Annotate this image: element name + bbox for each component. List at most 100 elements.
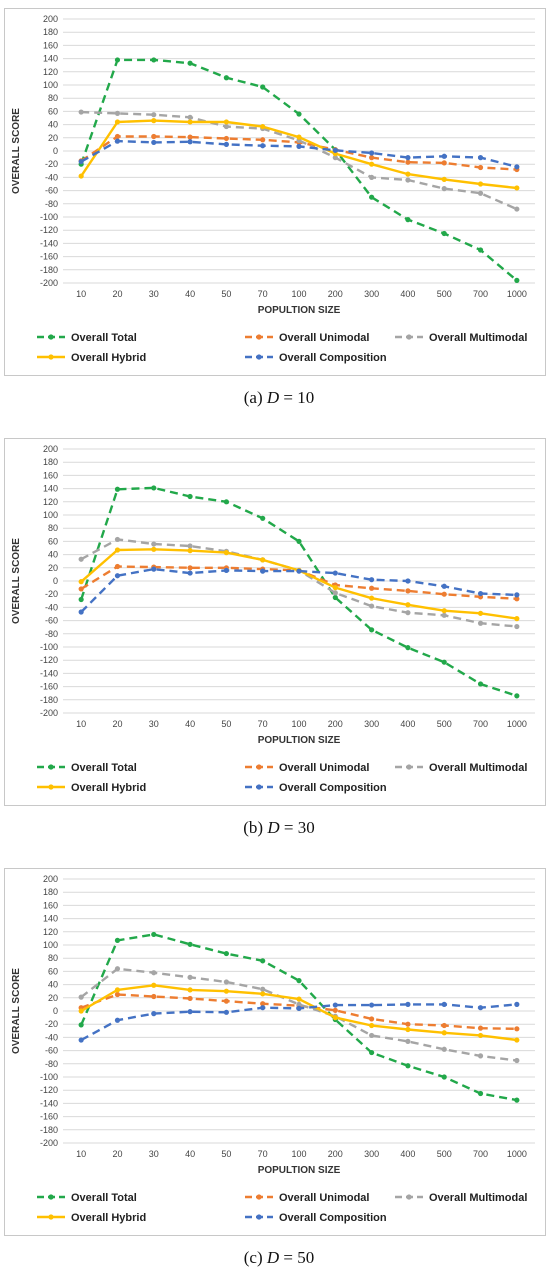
data-point (260, 958, 266, 964)
data-point (187, 119, 193, 125)
chart-caption: (a) D = 10 (4, 388, 550, 408)
y-tick-label: -200 (40, 278, 58, 288)
data-point (78, 1022, 84, 1028)
data-point (441, 591, 447, 597)
series-line (81, 110, 518, 211)
y-tick-labels: -200-180-160-140-120-100-80-60-40-200204… (40, 444, 58, 718)
data-point (223, 123, 229, 130)
chart-caption: (c) D = 50 (4, 1248, 550, 1268)
legend-swatch-marker (256, 1194, 262, 1200)
data-point (151, 541, 157, 547)
y-tick-label: -120 (40, 1085, 58, 1095)
y-tick-label: -60 (45, 1046, 58, 1056)
data-point (332, 570, 338, 576)
y-tick-label: 140 (43, 914, 58, 924)
data-point (260, 137, 266, 143)
data-point (477, 610, 484, 616)
legend: Overall Total Overall Unimodal Overall Mul… (37, 332, 527, 364)
gridlines (63, 448, 535, 714)
data-point (332, 594, 338, 601)
x-tick-label: 200 (328, 1149, 343, 1159)
x-tick-label: 1000 (507, 289, 527, 299)
data-point (477, 1090, 484, 1097)
data-point (405, 602, 411, 608)
legend-label: Overall Multimodal (429, 1192, 527, 1204)
data-point (369, 585, 375, 591)
data-point (441, 160, 447, 166)
data-point (477, 590, 484, 597)
data-point (114, 133, 121, 140)
legend-label: Overall Unimodal (279, 1192, 369, 1204)
data-point (223, 135, 229, 142)
y-tick-label: 100 (43, 80, 58, 90)
legend-item: Overall Hybrid (37, 352, 146, 364)
x-tick-label: 200 (328, 719, 343, 729)
y-tick-label: 80 (48, 93, 58, 103)
data-point (78, 556, 84, 562)
data-point (441, 1022, 447, 1029)
x-axis-title: POPULTION SIZE (258, 1165, 341, 1176)
data-point (114, 987, 121, 993)
series-line (80, 58, 518, 282)
legend-swatch-marker (48, 784, 54, 790)
x-tick-label: 100 (291, 289, 306, 299)
y-tick-label: -40 (45, 1032, 58, 1042)
chart-svg: -200-180-160-140-120-100-80-60-40-200204… (11, 14, 535, 364)
data-point (514, 1097, 520, 1103)
legend-label: Overall Total (71, 762, 137, 774)
data-point (369, 577, 375, 583)
y-tick-label: -180 (40, 695, 58, 705)
data-point (405, 217, 411, 223)
y-tick-label: 20 (48, 133, 58, 143)
data-point (114, 1017, 121, 1023)
data-point (296, 111, 302, 117)
data-point (514, 1001, 520, 1007)
data-point (151, 485, 157, 491)
data-point (114, 991, 121, 998)
y-tick-label: -140 (40, 238, 58, 248)
legend-item: Overall Total (37, 1192, 137, 1204)
data-point (296, 143, 302, 149)
data-point (332, 1002, 338, 1008)
legend-item: Overall Total (37, 332, 137, 344)
data-point (114, 937, 121, 943)
legend-item: Overall Unimodal (245, 762, 369, 774)
x-tick-label: 100 (291, 719, 306, 729)
legend: Overall Total Overall Unimodal Overall Mul… (37, 1192, 527, 1224)
data-point (78, 109, 84, 115)
data-point (187, 493, 193, 500)
chart-svg: -200-180-160-140-120-100-80-60-40-200204… (11, 444, 535, 794)
y-tick-label: -100 (40, 642, 58, 652)
data-point (151, 993, 157, 1000)
data-point (187, 565, 193, 571)
data-point (514, 1037, 520, 1043)
caption-variable: D (267, 818, 280, 837)
data-point (187, 134, 193, 140)
caption-value: = 30 (279, 818, 315, 837)
data-point (405, 1063, 411, 1069)
data-point (223, 998, 229, 1004)
y-tick-label: 40 (48, 550, 58, 560)
data-point (78, 596, 84, 603)
data-point (514, 1026, 520, 1032)
y-tick-label: -200 (40, 1138, 58, 1148)
y-tick-label: 60 (48, 106, 58, 116)
x-tick-label: 30 (149, 1149, 159, 1159)
x-tick-label: 70 (258, 1149, 268, 1159)
data-point (151, 970, 157, 976)
legend-swatch-marker (48, 334, 54, 340)
legend-item: Overall Multimodal (395, 332, 527, 344)
chart-svg: -200-180-160-140-120-100-80-60-40-200204… (11, 874, 535, 1224)
caption-value: = 50 (279, 1248, 315, 1267)
data-point (369, 627, 375, 633)
y-tick-label: 140 (43, 484, 58, 494)
data-point (114, 486, 121, 492)
data-point (441, 608, 447, 614)
data-point (223, 75, 229, 81)
data-point (151, 546, 157, 552)
y-axis-title: OVERALL SCORE (11, 538, 22, 624)
data-point (114, 573, 121, 579)
series-overall-hybrid (78, 982, 520, 1043)
legend: Overall Total Overall Unimodal Overall Mul… (37, 762, 527, 794)
legend-swatch-marker (256, 784, 262, 790)
